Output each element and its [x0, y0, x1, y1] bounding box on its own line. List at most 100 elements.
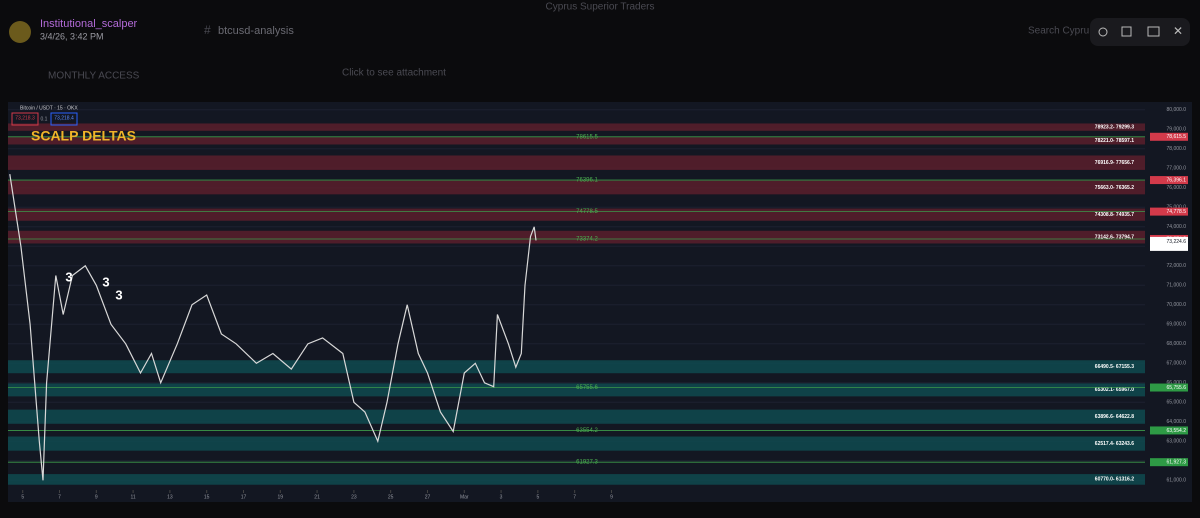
zone-label: 66490.5- 67155.3: [1095, 364, 1134, 370]
y-tick-label: 68,000.0: [1167, 341, 1187, 347]
level-tag-label: 61,927.3: [1167, 459, 1187, 465]
zone-label: 63896.6- 64622.8: [1095, 414, 1134, 420]
x-tick-label: 5: [536, 494, 539, 500]
level-tag: [1150, 132, 1188, 141]
zone: [8, 474, 1145, 485]
y-tick-label: 66,000.0: [1167, 380, 1187, 386]
sell-price: 73,218.3: [15, 115, 35, 121]
level-label: 73374.2: [576, 237, 598, 243]
y-tick-label: 70,000.0: [1167, 302, 1187, 308]
zone: [8, 230, 1145, 244]
open-button[interactable]: [1121, 26, 1132, 37]
channel-hash: #: [204, 23, 211, 37]
zone-label: 78923.2- 79299.3: [1095, 124, 1134, 130]
x-tick-label: 13: [167, 494, 173, 500]
y-tick-label: 80,000.0: [1167, 107, 1187, 113]
zone-label: 65302.1- 65967.0: [1095, 387, 1134, 393]
y-tick-label: 78,000.0: [1167, 146, 1187, 152]
y-tick-label: 69,000.0: [1167, 322, 1187, 328]
level-label: 63554.2: [576, 428, 598, 434]
zone: [8, 155, 1145, 170]
level-tag: [1150, 207, 1188, 216]
zone: [8, 409, 1145, 424]
x-tick-label: 7: [573, 494, 576, 500]
buy-price: 73,218.4: [54, 115, 74, 121]
x-tick-label: 27: [425, 494, 431, 500]
x-tick-label: 23: [351, 494, 357, 500]
level-tag: [1150, 458, 1188, 467]
channel-name: btcusd-analysis: [218, 25, 294, 37]
zone-label: 75663.0- 76365.2: [1095, 185, 1134, 191]
zone-label: 60770.0- 61316.2: [1095, 477, 1134, 483]
zoom-button[interactable]: [1098, 27, 1108, 37]
annotation: SCALP DELTAS: [31, 128, 136, 144]
price-tag-label: 73,224.6: [1167, 239, 1187, 245]
x-tick-label: 25: [388, 494, 394, 500]
zone: [8, 436, 1145, 451]
zone-label: 62517.4- 63243.6: [1095, 441, 1134, 447]
x-tick-label: 21: [314, 494, 320, 500]
level-tag-label: 65,755.6: [1167, 385, 1187, 391]
price-tag: [1150, 236, 1188, 251]
level-label: 61927.3: [576, 460, 598, 466]
zone: [8, 360, 1145, 374]
y-tick-label: 63,000.0: [1167, 439, 1187, 445]
y-tick-label: 61,000.0: [1167, 478, 1187, 484]
timestamp: 3/4/26, 3:42 PM: [40, 31, 104, 41]
level-tag-label: 74,778.5: [1167, 209, 1187, 215]
wave-label: 3: [102, 274, 109, 289]
zone-label: 76916.9- 77656.7: [1095, 160, 1134, 166]
x-tick-label: 19: [278, 494, 284, 500]
zone-label: 74308.8- 74935.7: [1095, 212, 1134, 218]
level-tag: [1150, 176, 1188, 185]
close-button[interactable]: ✕: [1173, 24, 1183, 38]
x-tick-label: 15: [204, 494, 210, 500]
buy-box: [50, 112, 78, 126]
level-tag: [1150, 383, 1188, 392]
wave-label: 3: [65, 269, 72, 284]
y-tick-label: 72,000.0: [1167, 263, 1187, 269]
y-tick-label: 79,000.0: [1167, 127, 1187, 133]
y-tick-label: 65,000.0: [1167, 400, 1187, 406]
viewer-toolbar: [1090, 18, 1190, 46]
copy-button[interactable]: [1147, 26, 1160, 37]
y-tick-label: 64,000.0: [1167, 419, 1187, 425]
x-tick-label: 17: [241, 494, 247, 500]
y-tick-label: 74,000.0: [1167, 224, 1187, 230]
y-tick-label: 76,000.0: [1167, 185, 1187, 191]
avatar: [9, 21, 31, 43]
y-tick-label: 71,000.0: [1167, 283, 1187, 289]
window-title: Cyprus Superior Traders: [546, 2, 655, 13]
x-tick-label: 11: [131, 494, 136, 500]
attachment-hint: Click to see attachment: [342, 68, 446, 79]
x-tick-label: Mar: [460, 494, 469, 500]
x-tick-label: 5: [21, 494, 24, 500]
x-tick-label: 9: [95, 494, 98, 500]
level-label: 74778.5: [576, 209, 598, 215]
spread: 0.1: [41, 116, 48, 122]
sell-box: [11, 112, 39, 126]
level-tag: [1150, 426, 1188, 435]
zone-label: 78221.0- 78597.1: [1095, 138, 1134, 144]
wave-label: 3: [115, 287, 122, 302]
level-label: 65755.6: [576, 385, 598, 391]
zone: [8, 180, 1145, 195]
y-tick-label: 77,000.0: [1167, 166, 1187, 172]
zone-label: 73142.6- 73794.7: [1095, 234, 1134, 240]
author: Institutional_scalper: [40, 18, 138, 30]
zone: [8, 383, 1145, 397]
x-tick-label: 9: [610, 494, 613, 500]
chart-title: Bitcoin / USDT · 15 · OKX: [20, 105, 78, 111]
zone: [8, 137, 1145, 145]
x-tick-label: 3: [500, 494, 503, 500]
level-tag-label: 78,615.5: [1167, 134, 1187, 140]
level-label: 76396.1: [576, 178, 598, 184]
search: Search Cypru: [1028, 26, 1089, 37]
sidebar-item: MONTHLY ACCESS: [48, 71, 140, 82]
level-tag-label: 63,554.2: [1167, 428, 1187, 434]
zone: [8, 123, 1145, 131]
chart: 61,000.062,000.063,000.064,000.065,000.0…: [8, 105, 1188, 500]
level-tag-label: 76,396.1: [1167, 177, 1187, 183]
